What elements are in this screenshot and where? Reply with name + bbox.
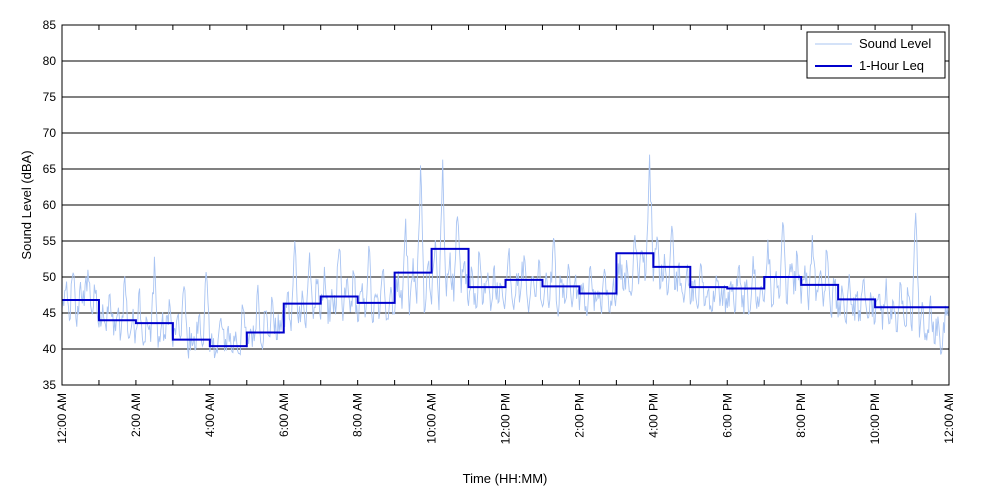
leq-series — [62, 247, 949, 348]
y-tick-label: 40 — [43, 342, 57, 356]
y-axis-ticks: 35 40 45 50 55 60 65 70 75 80 85 — [43, 18, 57, 392]
x-axis-ticks: 12:00 AM 2:00 AM 4:00 AM 6:00 AM 8:00 AM 10:0… — [55, 25, 956, 444]
x-tick-label: 2:00 AM — [129, 393, 143, 437]
y-tick-label: 35 — [43, 378, 57, 392]
x-tick-label: 2:00 PM — [572, 393, 586, 438]
y-tick-label: 75 — [43, 90, 57, 104]
legend: Sound Level 1-Hour Leq — [806, 31, 946, 79]
y-tick-label: 65 — [43, 162, 57, 176]
x-tick-label: 6:00 AM — [277, 393, 291, 437]
x-tick-label: 4:00 AM — [203, 393, 217, 437]
y-tick-label: 50 — [43, 270, 57, 284]
legend-box — [806, 31, 946, 79]
x-tick-label: 6:00 PM — [720, 393, 734, 438]
y-tick-label: 45 — [43, 306, 57, 320]
x-tick-label: 4:00 PM — [646, 393, 660, 438]
y-tick-label: 60 — [43, 198, 57, 212]
x-axis-title: Time (HH:MM) — [463, 471, 548, 486]
sound-level-line — [61, 154, 950, 359]
x-tick-label: 12:00 PM — [499, 393, 513, 444]
x-tick-label: 8:00 PM — [794, 393, 808, 438]
y-tick-label: 70 — [43, 126, 57, 140]
y-tick-label: 80 — [43, 54, 57, 68]
x-tick-label: 12:00 AM — [55, 393, 69, 444]
y-tick-label: 85 — [43, 18, 57, 32]
x-tick-label: 10:00 PM — [868, 393, 882, 444]
legend-label-leq: 1-Hour Leq — [859, 58, 924, 73]
sound-level-series — [61, 154, 950, 359]
x-tick-label: 12:00 AM — [942, 393, 956, 444]
x-tick-label: 8:00 AM — [351, 393, 365, 437]
leq-step-line — [62, 247, 949, 348]
y-axis-title: Sound Level (dBA) — [19, 150, 34, 259]
x-tick-label: 10:00 AM — [425, 393, 439, 444]
grid-lines — [62, 60, 949, 350]
legend-label-sound-level: Sound Level — [859, 36, 931, 51]
y-tick-label: 55 — [43, 234, 57, 248]
